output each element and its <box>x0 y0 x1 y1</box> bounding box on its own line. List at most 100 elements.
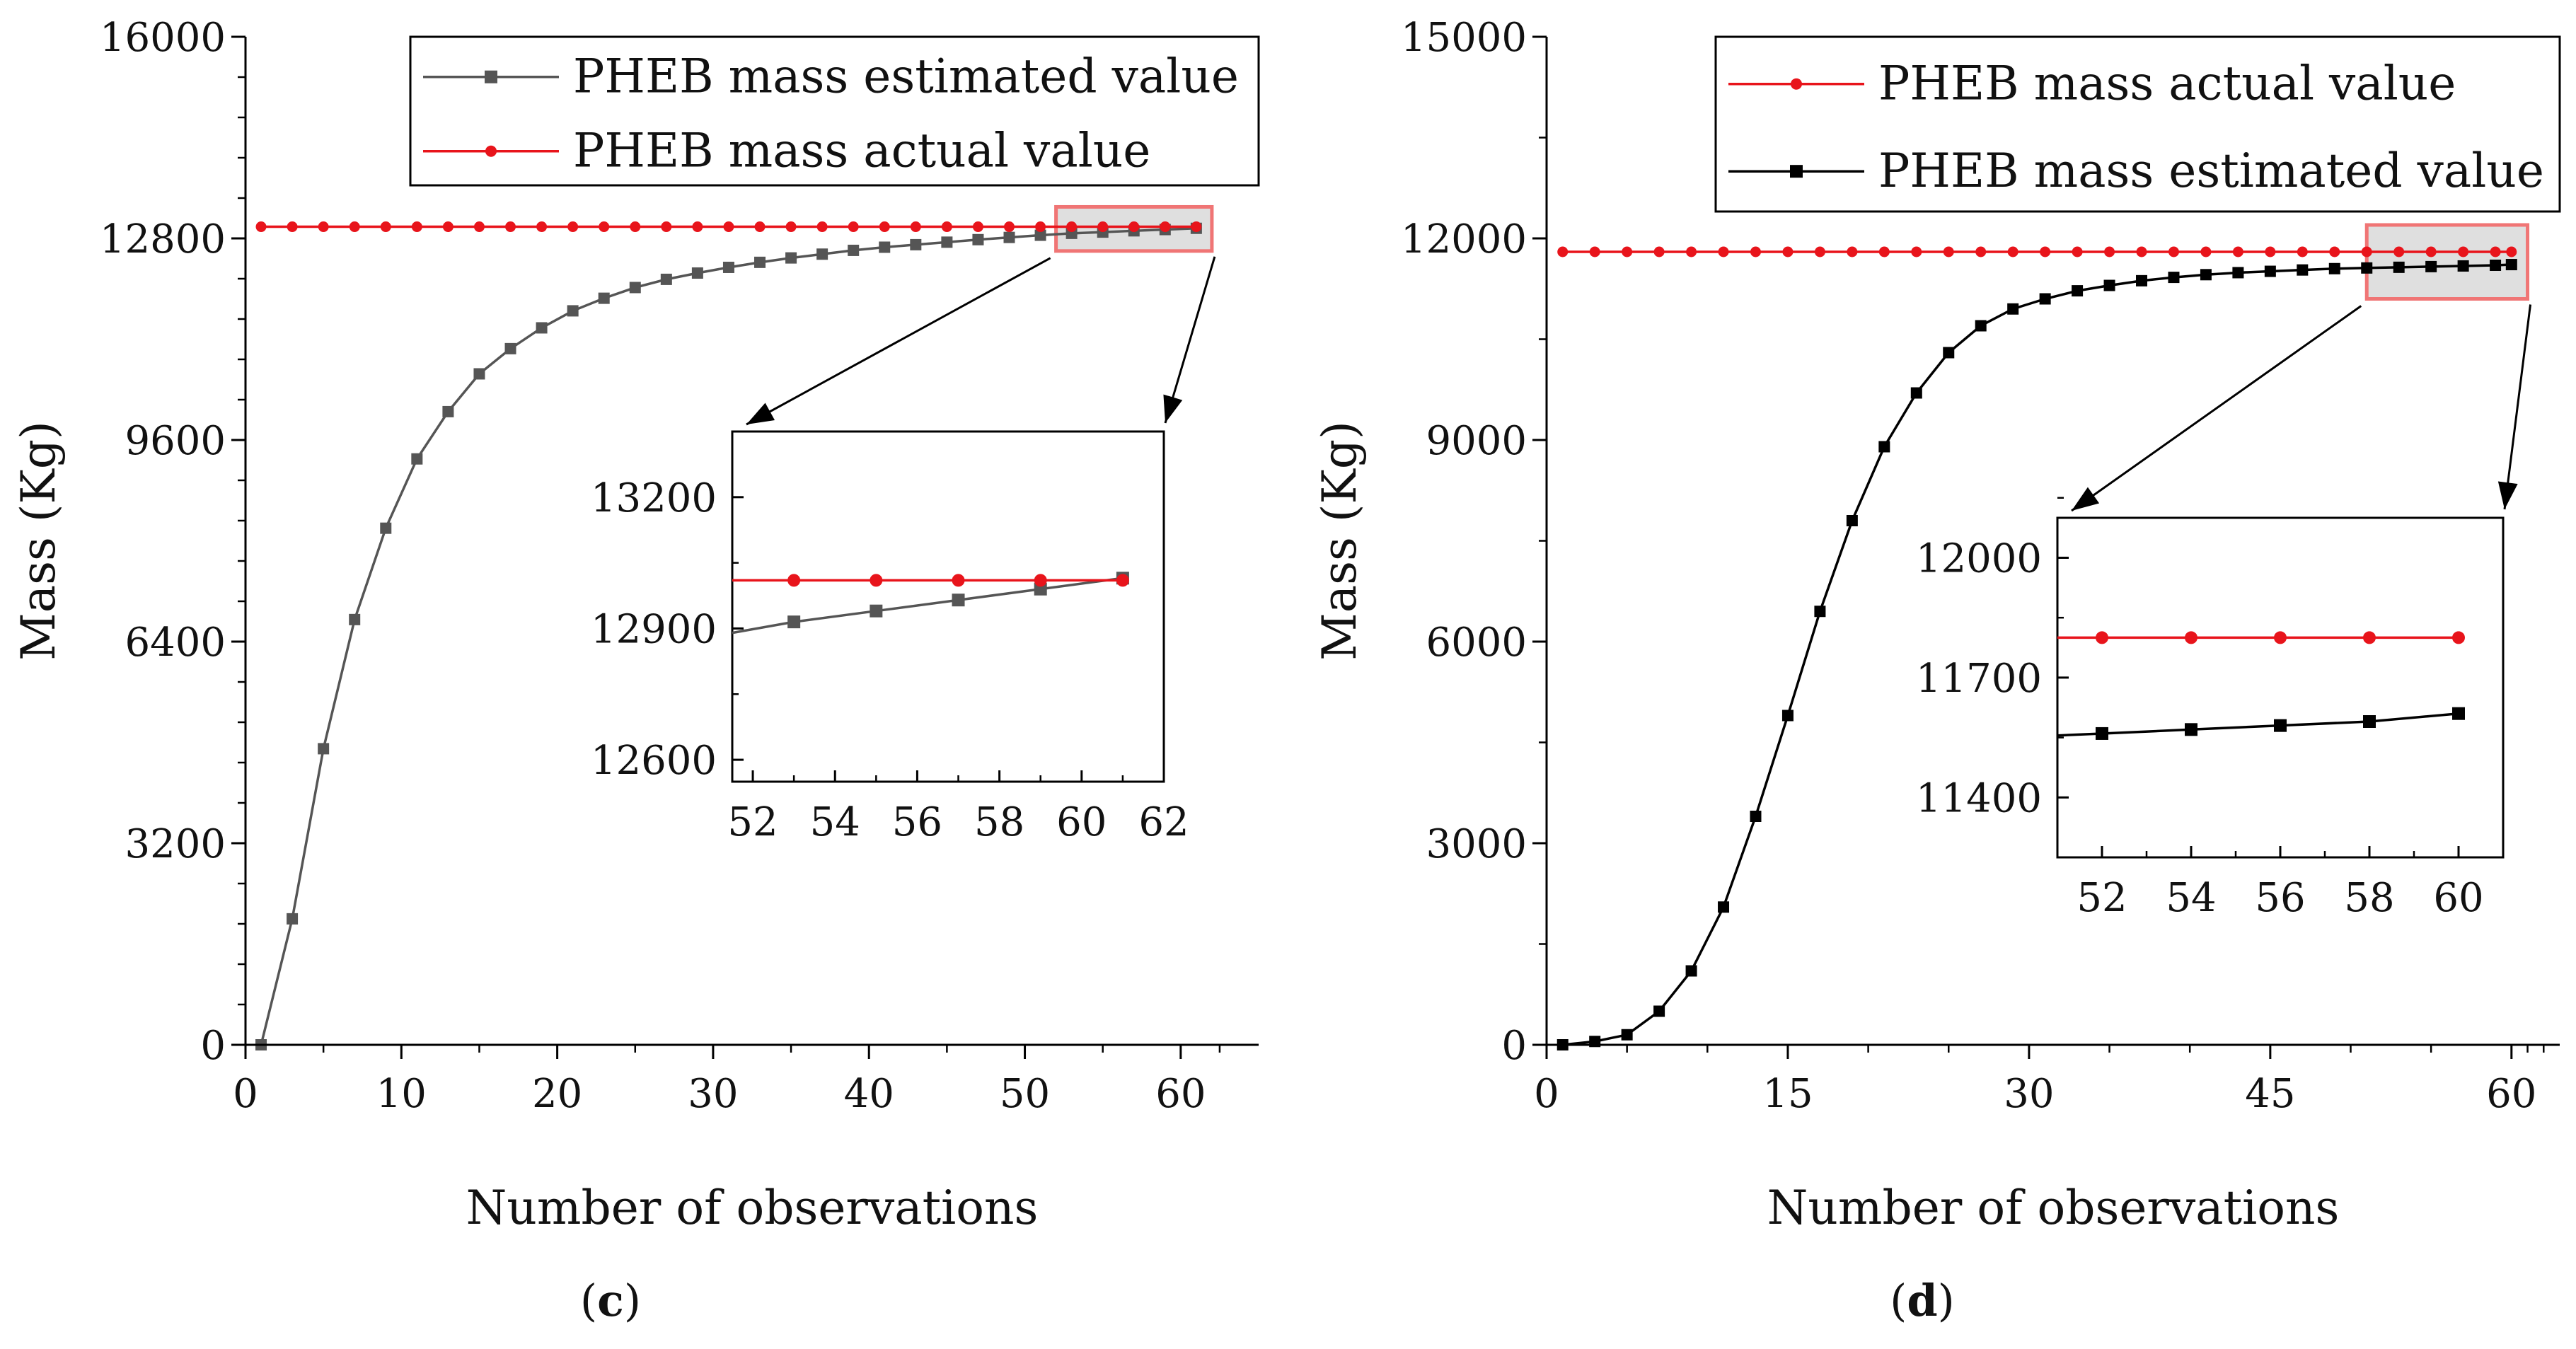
data-point <box>318 221 329 233</box>
data-point <box>442 405 454 417</box>
data-point <box>2393 246 2405 257</box>
inset-x-tick-label: 58 <box>2344 875 2394 921</box>
data-point <box>349 221 360 233</box>
data-point <box>567 221 579 233</box>
data-point <box>1750 246 1761 257</box>
data-point <box>442 221 454 233</box>
zoom-arrow-right <box>1164 256 1216 424</box>
y-tick-label: 6400 <box>125 620 226 666</box>
chart-panel-d: 0 3000 6000 9000 12000 15000 0 15 30 45 60 Number o… <box>1312 15 2561 1326</box>
data-point <box>1066 221 1078 233</box>
inset-x-tick-label: 60 <box>1056 799 1107 845</box>
inset-data-point <box>2185 631 2197 644</box>
data-point <box>318 743 330 755</box>
data-point <box>2425 260 2437 272</box>
data-point <box>785 252 797 264</box>
inset-y-tick-label: 12000 <box>1916 535 2042 581</box>
inset-data-point <box>952 574 965 587</box>
inset-x-tick-label: 58 <box>974 799 1024 845</box>
legend-swatch-marker <box>1790 165 1803 178</box>
inset-y-tick-label: 11400 <box>1916 775 2042 821</box>
legend-swatch-marker <box>485 70 497 83</box>
data-point <box>2200 269 2212 281</box>
x-tick-label: 30 <box>2004 1071 2054 1117</box>
data-point <box>2425 246 2437 257</box>
data-point <box>504 342 516 354</box>
inset-x-tick-label: 62 <box>1138 799 1189 845</box>
data-point <box>1035 221 1046 233</box>
x-tick-label: 15 <box>1762 1071 1813 1117</box>
data-point <box>1686 246 1697 257</box>
data-point <box>1653 246 1665 257</box>
data-point <box>1911 246 1922 257</box>
inset-data-point <box>1116 574 1129 587</box>
x-tick-label: 60 <box>2486 1071 2536 1117</box>
inset-frame <box>731 430 1165 783</box>
inset-x-tick-label: 52 <box>2077 875 2127 921</box>
legend-box <box>1714 35 2561 213</box>
data-point <box>785 221 797 233</box>
legend-label: PHEB mass estimated value <box>573 50 1239 104</box>
data-point <box>2168 272 2180 284</box>
data-point <box>1814 246 1825 257</box>
y-tick-label: 12800 <box>100 216 226 262</box>
data-point <box>1685 965 1697 977</box>
data-point <box>2136 246 2147 257</box>
data-point <box>630 221 641 233</box>
inset-data-point <box>2274 631 2287 644</box>
inset-series-line-1 <box>2057 712 2459 737</box>
data-point <box>1160 221 1171 233</box>
data-point <box>505 221 516 233</box>
data-point <box>2297 246 2308 257</box>
data-point <box>910 238 922 250</box>
data-point <box>1846 515 1858 526</box>
panel-label: (c) <box>580 1275 641 1326</box>
legend-swatch-marker <box>485 145 497 157</box>
data-point <box>2297 264 2309 276</box>
zoom-arrow-left <box>746 257 1051 426</box>
data-point <box>660 273 672 285</box>
data-point <box>848 244 860 256</box>
data-point <box>2200 246 2212 257</box>
x-tick-label: 30 <box>688 1071 738 1117</box>
data-point <box>1781 710 1794 722</box>
y-tick-label: 3000 <box>1426 821 1527 867</box>
inset-data-point <box>2363 715 2376 728</box>
data-point <box>816 221 828 233</box>
y-tick-label: 3200 <box>125 821 226 867</box>
data-point <box>1128 221 1140 233</box>
data-point <box>722 261 734 273</box>
inset-data-point <box>2274 719 2287 732</box>
data-point <box>2458 246 2469 257</box>
x-tick-label: 45 <box>2245 1071 2295 1117</box>
inset-y-tick-label: 12600 <box>591 738 717 784</box>
data-point <box>2104 246 2115 257</box>
data-point <box>1750 811 1762 822</box>
inset-y-tick-label: 12900 <box>591 606 717 652</box>
data-point <box>473 368 485 380</box>
panel-label-close: ) <box>624 1275 641 1326</box>
y-axis-label: Mass (Kg) <box>11 421 66 661</box>
data-point <box>848 221 859 233</box>
inset-data-point <box>1034 574 1047 587</box>
data-point <box>287 221 298 233</box>
data-point <box>599 221 610 233</box>
data-point <box>2103 279 2115 291</box>
y-tick-label: 6000 <box>1426 620 1527 666</box>
y-tick-label: 15000 <box>1401 15 1527 61</box>
data-point <box>2072 285 2084 297</box>
data-point <box>879 221 890 233</box>
zoom-highlight-box <box>2364 223 2530 301</box>
data-point <box>1718 901 1730 913</box>
data-point <box>1878 441 1890 453</box>
legend-label: PHEB mass estimated value <box>1878 144 2544 198</box>
legend-label: PHEB mass actual value <box>573 124 1150 178</box>
data-point <box>754 221 766 233</box>
legend-label: PHEB mass actual value <box>1878 57 2456 111</box>
data-point <box>691 267 703 279</box>
zoom-arrow-left-head <box>746 403 775 424</box>
data-point <box>2490 246 2501 257</box>
data-point <box>2072 246 2083 257</box>
